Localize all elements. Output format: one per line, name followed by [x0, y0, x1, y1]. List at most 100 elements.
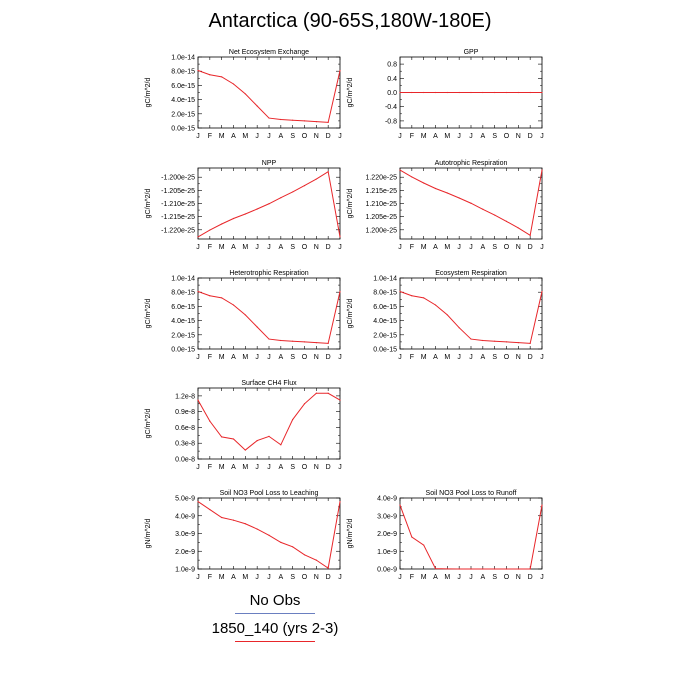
y-tick-label: 2.0e-9 — [377, 531, 397, 538]
panel-title: Surface CH4 Flux — [241, 380, 297, 387]
data-point — [411, 536, 413, 538]
x-tick-label: S — [290, 464, 295, 471]
data-point — [470, 568, 472, 570]
data-point — [339, 236, 341, 238]
x-tick-label: N — [314, 574, 319, 581]
data-point — [256, 439, 258, 442]
y-axis-label: gN/m^2/d — [145, 519, 152, 549]
x-tick-label: M — [421, 244, 427, 251]
data-point — [315, 559, 317, 561]
legend-label-obs: No Obs — [249, 592, 301, 609]
x-tick-label: J — [267, 244, 271, 251]
panel-frame — [197, 387, 341, 460]
x-tick-label: S — [290, 574, 295, 581]
x-tick-label: M — [242, 133, 248, 140]
y-tick-label: -0.4 — [385, 104, 397, 111]
data-point — [232, 83, 235, 85]
x-tick-label: J — [469, 354, 473, 361]
panel-title: Autotrophic Respiration — [435, 160, 508, 167]
data-point — [423, 182, 425, 184]
data-point — [244, 449, 246, 451]
x-tick-label: J — [540, 244, 544, 251]
y-tick-label: 0.4 — [387, 76, 397, 83]
data-point — [197, 236, 199, 238]
legend-item-obs: No Obs — [200, 592, 350, 614]
x-tick-label: M — [444, 133, 450, 140]
y-tick-label: 2.0e-15 — [373, 332, 397, 339]
x-tick-label: M — [219, 464, 225, 471]
data-point — [315, 392, 317, 394]
data-point — [315, 121, 317, 123]
data-point — [482, 568, 484, 570]
y-tick-label: 8.0e-15 — [373, 290, 397, 297]
y-tick-label: 0.3e-8 — [175, 441, 195, 448]
x-tick-label: S — [492, 574, 497, 581]
x-tick-label: D — [326, 574, 331, 581]
y-axis-label: gC/m^2/d — [145, 189, 152, 219]
data-point — [494, 91, 496, 94]
y-tick-label: 1.200e-25 — [365, 227, 397, 234]
data-point — [541, 169, 543, 171]
data-point — [482, 91, 484, 94]
data-point — [327, 392, 329, 394]
x-tick-label: J — [469, 574, 473, 581]
x-tick-label: A — [231, 133, 236, 140]
data-point — [232, 438, 235, 440]
data-point — [517, 91, 519, 94]
y-tick-label: 1.0e-14 — [171, 276, 195, 283]
data-point — [505, 220, 508, 222]
panel-frame — [197, 497, 341, 570]
panel-title: Soil NO3 Pool Loss to Leaching — [220, 490, 319, 497]
data-point — [292, 119, 294, 121]
panel-title: GPP — [464, 49, 479, 56]
data-point — [315, 178, 317, 180]
x-tick-label: A — [278, 133, 283, 140]
y-tick-label: 6.0e-15 — [373, 304, 397, 311]
x-tick-label: A — [433, 354, 438, 361]
x-tick-label: D — [326, 464, 331, 471]
x-tick-label: O — [302, 574, 308, 581]
x-tick-label: O — [504, 133, 510, 140]
data-point — [470, 202, 472, 204]
data-point — [280, 444, 282, 446]
y-tick-label: 1.0e-9 — [175, 567, 195, 574]
panel-title: Net Ecosystem Exchange — [229, 49, 309, 56]
data-point — [221, 516, 223, 519]
x-tick-label: N — [314, 244, 319, 251]
series-line — [399, 504, 543, 570]
data-point — [244, 523, 246, 525]
data-point — [280, 118, 282, 121]
x-tick-label: A — [433, 133, 438, 140]
x-tick-label: F — [410, 133, 414, 140]
x-tick-label: J — [398, 354, 402, 361]
data-point — [529, 234, 531, 236]
x-tick-label: N — [516, 354, 521, 361]
y-tick-label: -1.220e-25 — [161, 227, 195, 234]
y-tick-label: 1.210e-25 — [365, 201, 397, 208]
x-tick-label: F — [208, 464, 212, 471]
x-tick-label: J — [267, 133, 271, 140]
data-point — [339, 500, 341, 503]
data-point — [446, 568, 448, 570]
data-point — [517, 227, 519, 229]
x-tick-label: M — [421, 133, 427, 140]
data-point — [411, 176, 413, 178]
data-point — [292, 418, 294, 421]
legend-swatch-obs — [235, 613, 315, 614]
y-axis-label: gC/m^2/d — [347, 189, 354, 219]
x-tick-label: J — [398, 574, 402, 581]
data-point — [423, 91, 425, 94]
data-point — [221, 436, 223, 438]
x-tick-label: J — [457, 133, 461, 140]
x-tick-label: J — [457, 354, 461, 361]
y-tick-label: 0.6e-8 — [175, 425, 195, 432]
data-point — [529, 342, 531, 344]
y-tick-label: 5.0e-9 — [175, 496, 195, 503]
data-point — [541, 91, 543, 94]
x-tick-label: O — [302, 464, 308, 471]
y-tick-label: -1.200e-25 — [161, 175, 195, 182]
data-point — [268, 534, 270, 536]
data-point — [517, 568, 519, 570]
